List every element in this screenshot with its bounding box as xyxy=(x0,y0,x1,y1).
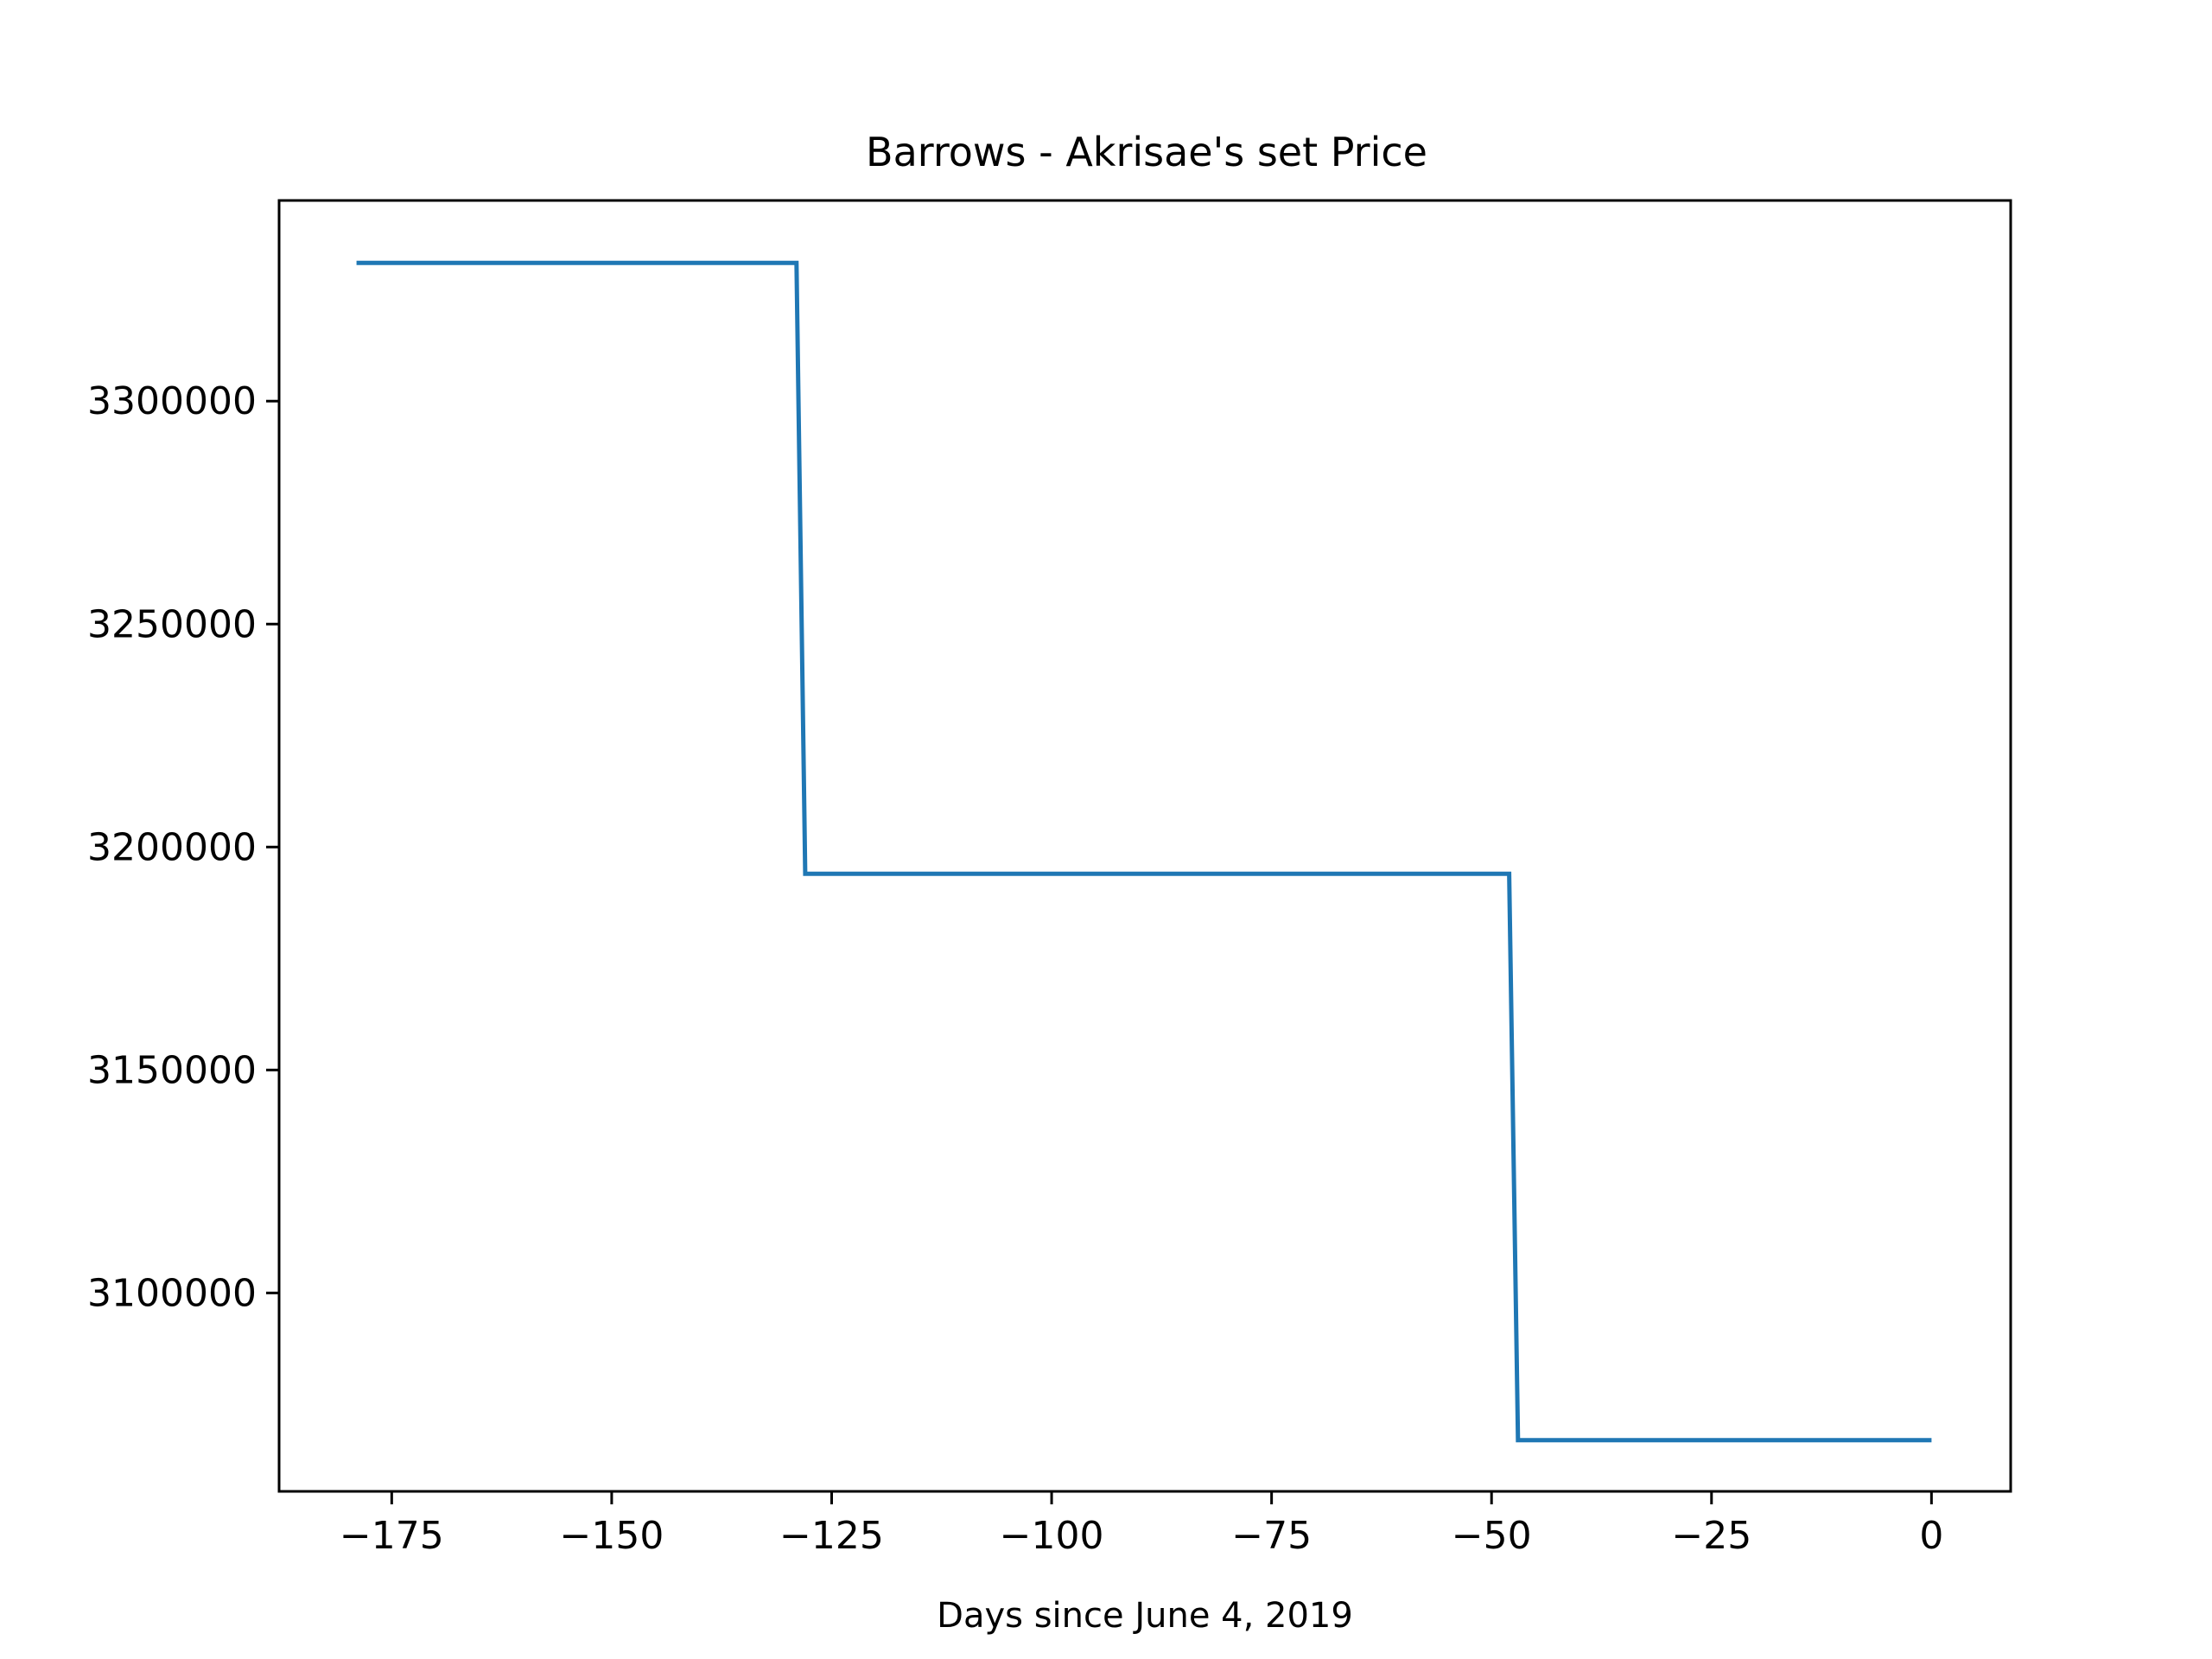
y-axis-ticks: 3100000 3150000 3200000 3250000 3300000 xyxy=(87,379,279,1315)
y-tick-label: 3200000 xyxy=(87,825,257,869)
x-tick-label: −50 xyxy=(1452,1514,1532,1558)
x-tick-label: −25 xyxy=(1671,1514,1751,1558)
y-tick-label: 3150000 xyxy=(87,1048,257,1092)
x-tick-label: 0 xyxy=(1919,1514,1943,1558)
x-tick-label: −100 xyxy=(1000,1514,1104,1558)
chart-title: Barrows - Akrisae's set Price xyxy=(866,129,1427,175)
y-tick-label: 3300000 xyxy=(87,379,257,423)
y-tick-label: 3100000 xyxy=(87,1271,257,1315)
series-layer xyxy=(356,260,1932,1443)
x-tick-label: −175 xyxy=(340,1514,444,1558)
y-tick-label: 3250000 xyxy=(87,602,257,646)
x-tick-label: −150 xyxy=(559,1514,664,1558)
x-tick-label: −125 xyxy=(779,1514,884,1558)
x-tick-label: −75 xyxy=(1231,1514,1312,1558)
x-axis-label: Days since June 4, 2019 xyxy=(937,1596,1353,1636)
x-axis-ticks: −175 −150 −125 −100 −75 −50 −25 0 xyxy=(340,1491,1943,1558)
series-line-0 xyxy=(356,260,1932,1443)
